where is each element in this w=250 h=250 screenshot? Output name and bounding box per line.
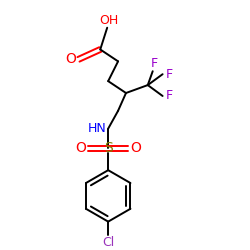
Text: OH: OH — [100, 14, 119, 27]
Text: F: F — [166, 90, 173, 102]
Text: F: F — [166, 68, 173, 81]
Text: O: O — [130, 142, 141, 156]
Text: Cl: Cl — [102, 236, 114, 249]
Text: O: O — [65, 52, 76, 66]
Text: O: O — [75, 142, 86, 156]
Text: F: F — [151, 57, 158, 70]
Text: S: S — [104, 142, 112, 156]
Text: HN: HN — [88, 122, 106, 135]
